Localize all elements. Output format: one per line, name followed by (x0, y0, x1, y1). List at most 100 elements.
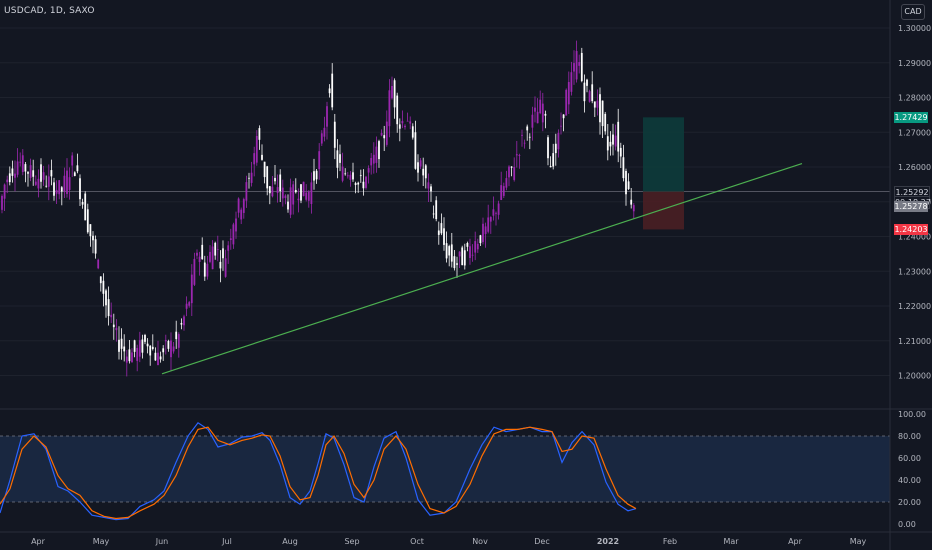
candle-body[interactable] (336, 150, 339, 168)
candle-body[interactable] (632, 205, 635, 212)
candle-body[interactable] (271, 186, 274, 197)
candle-body[interactable] (528, 136, 531, 138)
candle-body[interactable] (305, 192, 308, 200)
candle-body[interactable] (352, 172, 354, 180)
candle-body[interactable] (115, 327, 118, 331)
candle-body[interactable] (497, 203, 500, 215)
candle-body[interactable] (6, 179, 9, 183)
candle-body[interactable] (89, 224, 92, 237)
trendline[interactable] (161, 162, 803, 375)
candle-body[interactable] (518, 155, 521, 157)
candle-body[interactable] (81, 201, 84, 205)
candle-body[interactable] (385, 121, 388, 145)
candle-body[interactable] (417, 162, 419, 173)
candle-body[interactable] (515, 154, 518, 156)
candle-body[interactable] (619, 147, 622, 157)
candle-body[interactable] (310, 182, 313, 204)
candle-body[interactable] (268, 186, 271, 194)
candle-body[interactable] (531, 114, 534, 128)
candle-body[interactable] (414, 132, 417, 169)
candle-body[interactable] (258, 128, 261, 140)
candle-body[interactable] (237, 198, 240, 213)
candle-body[interactable] (424, 165, 427, 179)
candle-body[interactable] (591, 84, 594, 102)
candle-body[interactable] (302, 181, 305, 197)
candle-body[interactable] (573, 63, 575, 72)
candle-body[interactable] (32, 170, 35, 177)
candle-body[interactable] (575, 50, 578, 80)
candle-body[interactable] (588, 91, 591, 102)
candle-body[interactable] (544, 113, 547, 116)
candle-body[interactable] (430, 186, 432, 192)
candle-body[interactable] (315, 170, 318, 180)
candle-body[interactable] (263, 161, 266, 178)
candle-body[interactable] (118, 339, 120, 352)
candle-body[interactable] (92, 235, 94, 241)
candle-body[interactable] (404, 125, 406, 128)
candle-body[interactable] (63, 175, 66, 192)
candle-body[interactable] (216, 249, 219, 250)
candle-body[interactable] (149, 345, 152, 356)
candle-body[interactable] (346, 175, 349, 177)
candle-body[interactable] (482, 223, 484, 242)
candles[interactable] (1, 40, 635, 377)
candle-body[interactable] (562, 114, 565, 119)
candle-body[interactable] (560, 125, 562, 127)
candle-body[interactable] (484, 226, 487, 235)
candle-body[interactable] (380, 133, 383, 136)
candle-body[interactable] (534, 107, 536, 112)
candle-body[interactable] (102, 280, 105, 294)
candle-body[interactable] (393, 80, 396, 108)
candle-body[interactable] (294, 189, 297, 193)
candle-body[interactable] (458, 251, 461, 257)
candle-body[interactable] (274, 177, 276, 182)
candle-body[interactable] (185, 303, 188, 309)
candle-body[interactable] (8, 173, 11, 183)
candle-body[interactable] (578, 62, 581, 66)
candle-body[interactable] (539, 99, 542, 114)
candle-body[interactable] (630, 199, 633, 205)
candle-body[interactable] (250, 172, 253, 183)
candle-body[interactable] (289, 187, 292, 215)
candle-body[interactable] (240, 209, 243, 220)
candle-body[interactable] (94, 239, 97, 254)
candle-body[interactable] (14, 173, 16, 178)
support-trendline[interactable] (161, 162, 803, 375)
candle-body[interactable] (440, 223, 443, 234)
candle-body[interactable] (565, 89, 568, 116)
candle-body[interactable] (383, 135, 386, 139)
candle-body[interactable] (198, 256, 201, 263)
candle-body[interactable] (401, 121, 404, 124)
candle-body[interactable] (409, 121, 412, 124)
candle-body[interactable] (541, 103, 544, 123)
candle-body[interactable] (284, 195, 287, 199)
candle-body[interactable] (567, 82, 570, 105)
candle-body[interactable] (27, 172, 29, 174)
candle-body[interactable] (398, 124, 401, 129)
candle-body[interactable] (11, 168, 14, 176)
candle-body[interactable] (333, 121, 336, 148)
candle-body[interactable] (388, 90, 391, 127)
candle-body[interactable] (331, 73, 334, 108)
candle-body[interactable] (193, 258, 196, 285)
candle-body[interactable] (510, 166, 513, 168)
candle-body[interactable] (105, 290, 107, 306)
candle-body[interactable] (614, 135, 617, 147)
candle-body[interactable] (224, 258, 227, 277)
candle-body[interactable] (554, 143, 557, 154)
candle-body[interactable] (612, 134, 614, 145)
candle-body[interactable] (55, 189, 58, 194)
candle-body[interactable] (487, 217, 490, 232)
candle-body[interactable] (180, 323, 183, 325)
candle-body[interactable] (40, 164, 42, 182)
candle-body[interactable] (53, 182, 55, 196)
candle-body[interactable] (313, 171, 315, 181)
candle-body[interactable] (372, 154, 375, 164)
candle-body[interactable] (292, 184, 295, 205)
candle-body[interactable] (354, 183, 357, 186)
candle-body[interactable] (97, 259, 100, 269)
candle-body[interactable] (255, 135, 258, 163)
candle-body[interactable] (601, 100, 604, 127)
candle-body[interactable] (419, 160, 422, 167)
target-zone[interactable] (643, 117, 684, 192)
